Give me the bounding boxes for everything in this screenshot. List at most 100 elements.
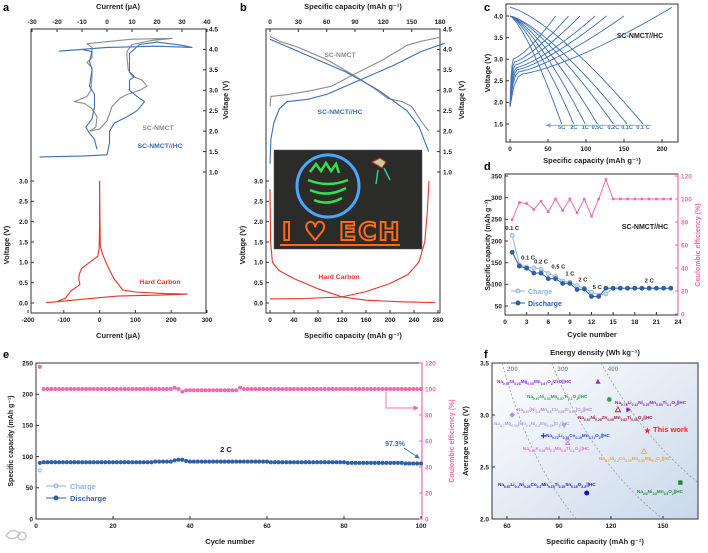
tick-label: 300 (491, 195, 502, 202)
tick-label: 9 (568, 319, 572, 326)
tick-label: 2.5 (209, 108, 218, 115)
data-point-ce (99, 386, 104, 391)
data-point-ce (418, 386, 423, 391)
data-point-discharge (384, 460, 389, 465)
legend-label: Discharge (70, 494, 106, 503)
data-point-ce (349, 386, 354, 391)
data-point-discharge (87, 460, 92, 465)
data-point-ce (626, 197, 629, 201)
data-point-ce (334, 386, 339, 391)
data-point-discharge (122, 460, 127, 465)
tick-label: 120 (606, 523, 617, 530)
data-point-ce (341, 386, 346, 391)
data-point-ce (49, 386, 54, 391)
data-point-ce (284, 386, 289, 391)
data-point-gear (606, 396, 613, 403)
data-point-ce (207, 388, 212, 393)
tick-label: 2.0 (254, 219, 263, 226)
tick-label: -20 (52, 19, 62, 26)
data-point-ce (510, 218, 514, 221)
energy-isoline (501, 363, 577, 519)
data-point-discharge (653, 285, 659, 291)
tick-label: 20 (425, 490, 433, 497)
point-label: Na0.67Ni0.28Zn0.05Mn0.62Ti0.05O2||HC (578, 415, 653, 422)
data-point-ce (253, 386, 258, 391)
tick-label: 80 (314, 317, 322, 324)
data-point-discharge (195, 459, 200, 464)
data-point-discharge (395, 460, 400, 465)
axis-title-left: Average voltage (V) (461, 406, 470, 476)
data-point-ce (157, 386, 162, 391)
data-point-ce (619, 197, 622, 201)
data-point-ce (195, 388, 200, 393)
data-point-discharge (180, 457, 185, 462)
data-point-discharge (249, 459, 254, 464)
data-point-discharge (211, 459, 216, 464)
data-point-discharge (84, 460, 89, 465)
panel-a-plot-area (30, 28, 207, 314)
data-point-discharge (57, 460, 62, 465)
data-point-discharge (126, 460, 131, 465)
data-point-discharge (418, 461, 423, 466)
series-line-sc-nmct (73, 37, 173, 132)
retention-label: 97.3% (385, 441, 406, 448)
discharge-curve-hard-carbon (269, 189, 436, 304)
data-point-ce (330, 386, 335, 391)
tick-label: 150 (491, 260, 502, 267)
tick-label: 2.0 (209, 128, 218, 135)
data-point-discharge (176, 457, 181, 462)
tick-label: 250 (491, 217, 502, 224)
data-point-charge (603, 291, 609, 297)
discharge-curve-2 (509, 15, 586, 125)
data-point-ce (238, 385, 243, 390)
cell-label: SC-NMCT//HC (622, 224, 668, 231)
tick-label: 3.0 (19, 178, 28, 185)
tick-label: 150 (22, 423, 33, 430)
tick-label: 0.0 (254, 300, 263, 307)
data-point-ce (303, 386, 308, 391)
data-point-ce (311, 386, 316, 391)
data-point-charge (509, 232, 515, 238)
data-point-discharge (199, 459, 204, 464)
data-point-discharge (411, 461, 416, 466)
data-point-discharge (315, 460, 320, 465)
panel-c-plot-area (505, 3, 679, 143)
data-point-discharge (589, 294, 594, 299)
rate-label: 5C (558, 125, 565, 131)
tick-label: 30 (178, 19, 186, 26)
data-point-ce (315, 386, 320, 391)
data-point-ce (60, 386, 65, 391)
point-label: Na0.66K0.03Ni0.3Mn0.6Ti0.1O2||HC (523, 446, 590, 453)
data-point-ce (322, 386, 327, 391)
data-point-discharge (372, 460, 377, 465)
data-point-charge (37, 468, 42, 473)
series-line-ce (511, 178, 671, 220)
rate-label: 0.2 C (534, 260, 549, 266)
tick-label: 20 (109, 523, 117, 530)
tick-label: 40 (186, 523, 194, 530)
rate-label: 0.1 C (521, 256, 536, 262)
tick-label: 120 (425, 360, 436, 367)
axis-title-top: Specific capacity (mAh g⁻¹) (304, 2, 402, 11)
tick-label: 200 (385, 317, 396, 324)
data-point-ce (226, 388, 231, 393)
data-point-discharge (222, 459, 227, 464)
data-point-discharge (341, 460, 346, 465)
data-point-discharge (99, 460, 104, 465)
rate-label: 2C (570, 125, 577, 131)
axis-title-left: Voltage (V) (238, 225, 247, 264)
rate-label: 0.1 C (636, 125, 649, 131)
axis-title-bottom: Specific capacity (mAh g⁻¹) (546, 537, 644, 546)
data-point-ce (518, 201, 521, 204)
tick-label: 80 (681, 219, 689, 226)
data-point-ce (276, 386, 281, 391)
data-point-discharge (184, 458, 189, 463)
neon-lettering: I ♥ ECH (282, 217, 401, 246)
tick-label: 150 (406, 19, 417, 26)
data-point-ce (604, 178, 608, 181)
legend-label: Discharge (528, 301, 562, 308)
tick-label: 200 (491, 238, 502, 245)
data-point-ce (365, 386, 370, 391)
data-point-discharge (303, 460, 308, 465)
tick-label: 60 (503, 523, 511, 530)
